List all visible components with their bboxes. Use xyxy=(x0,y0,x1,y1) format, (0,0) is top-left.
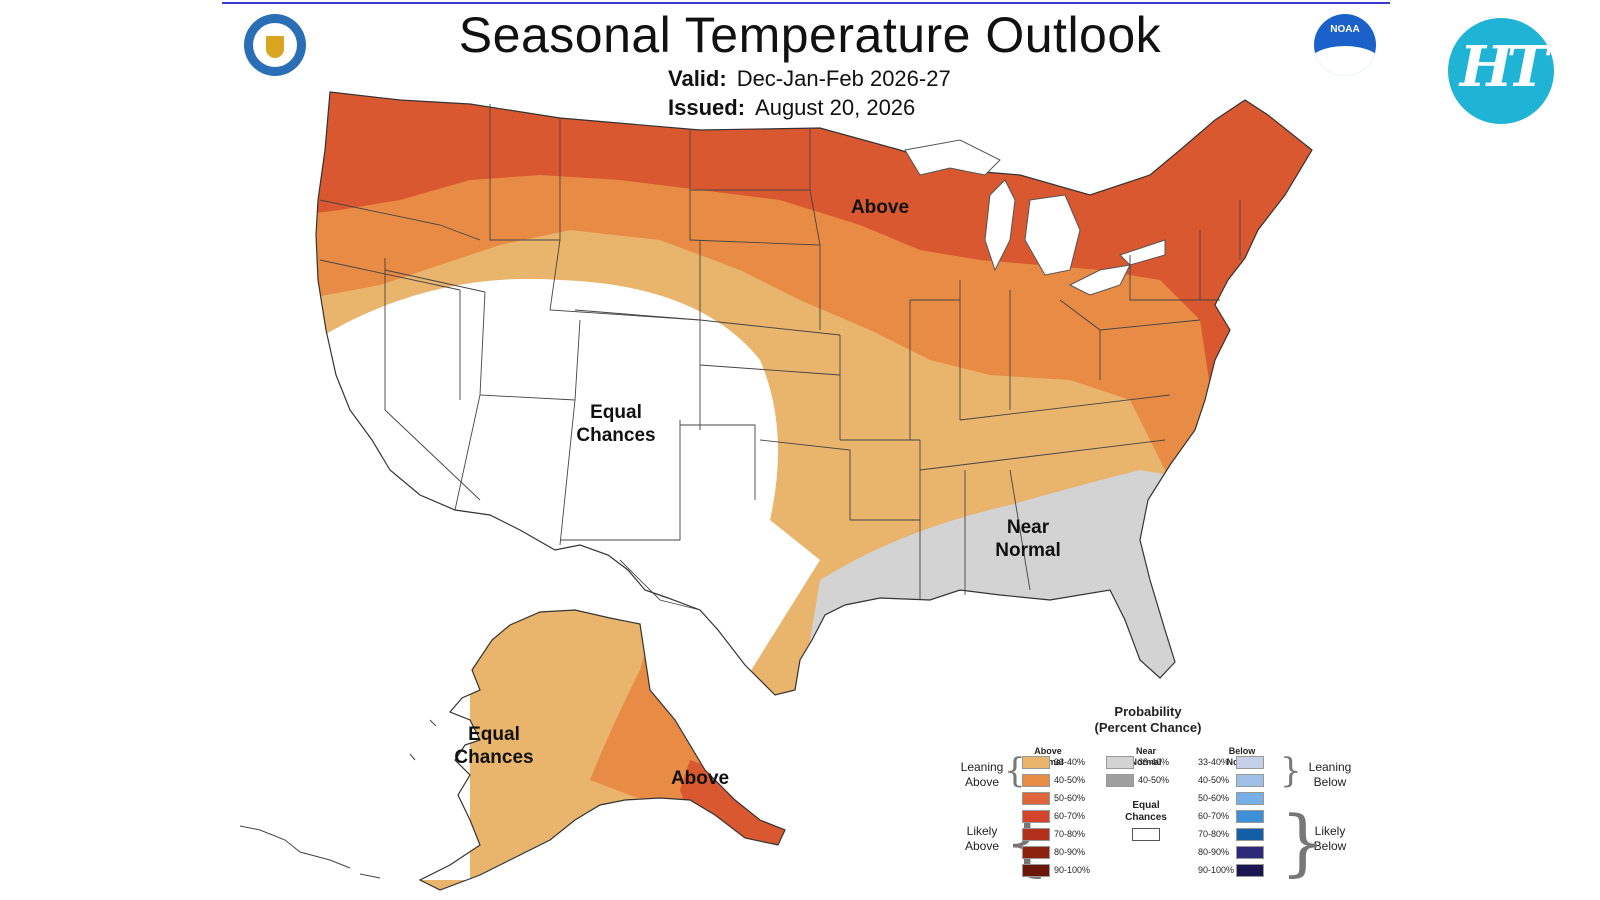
legend-range-above-4: 70-80% xyxy=(1054,829,1086,839)
legend-title: Probability (Percent Chance) xyxy=(1068,704,1228,736)
legend-range-below-1: 40-50% xyxy=(1198,775,1230,785)
legend-range-above-2: 50-60% xyxy=(1054,793,1086,803)
legend-swatch-near-1 xyxy=(1106,774,1134,787)
legend-range-above-6: 90-100% xyxy=(1054,865,1091,875)
noaa-logo-icon: NOAA xyxy=(1314,14,1376,76)
legend-swatch-near-0 xyxy=(1106,756,1134,769)
legend-range-above-1: 40-50% xyxy=(1054,775,1086,785)
legend-range-below-6: 90-100% xyxy=(1198,865,1235,875)
issued-value: August 20, 2026 xyxy=(755,95,916,120)
legend-leaning-above: Leaning Above xyxy=(960,760,1004,789)
legend-title-line1: Probability xyxy=(1114,704,1182,719)
label-near-normal-2: Normal xyxy=(995,540,1060,561)
outlook-meta: Valid: Dec-Jan-Feb 2026-27 Issued: August … xyxy=(668,64,951,122)
legend-swatch-below-0 xyxy=(1236,756,1264,769)
legend-swatch-below-2 xyxy=(1236,792,1264,805)
legend-swatch-above-6 xyxy=(1022,864,1050,877)
legend-swatch-above-5 xyxy=(1022,846,1050,859)
legend-swatch-above-2 xyxy=(1022,792,1050,805)
valid-label: Valid: xyxy=(668,66,727,91)
issued-label: Issued: xyxy=(668,95,746,120)
legend-swatch-above-3 xyxy=(1022,810,1050,823)
legend-swatch-above-0 xyxy=(1022,756,1050,769)
legend-range-near-0: 33-40% xyxy=(1138,757,1170,767)
brace-likely-below: } xyxy=(1280,800,1326,884)
label-above-conus: Above xyxy=(851,197,909,218)
legend-swatch-below-1 xyxy=(1236,774,1264,787)
legend-swatch-below-3 xyxy=(1236,810,1264,823)
label-equal-conus-1: Equal xyxy=(590,402,642,423)
legend-title-line2: (Percent Chance) xyxy=(1094,720,1202,735)
brace-leaning-below: } xyxy=(1280,751,1302,791)
label-equal-conus-2: Chances xyxy=(576,425,655,446)
legend-range-below-0: 33-40% xyxy=(1198,757,1230,767)
legend-swatch-above-1 xyxy=(1022,774,1050,787)
probability-legend: Probability (Percent Chance) AboveNormal… xyxy=(960,704,1360,900)
legend-range-above-3: 60-70% xyxy=(1054,811,1086,821)
ht-logo-text: HT xyxy=(1459,34,1549,100)
label-equal-alaska-1: Equal xyxy=(468,724,520,745)
legend-swatch-above-4 xyxy=(1022,828,1050,841)
legend-likely-below: Likely Below xyxy=(1313,824,1347,853)
equal-chances-swatch xyxy=(1132,828,1160,841)
legend-head-near: Near Normal xyxy=(1130,746,1162,767)
label-near-normal-1: Near xyxy=(1007,517,1050,538)
legend-range-near-1: 40-50% xyxy=(1138,775,1170,785)
noaa-logo-text: NOAA xyxy=(1330,24,1360,35)
label-above-alaska: Above xyxy=(671,768,729,789)
legend-swatch-below-6 xyxy=(1236,864,1264,877)
legend-swatch-below-5 xyxy=(1236,846,1264,859)
commerce-seal-icon xyxy=(244,14,306,76)
legend-likely-above: Likely Above xyxy=(964,824,1000,853)
brace-leaning-above: { xyxy=(1004,751,1026,791)
legend-leaning-below: Leaning Below xyxy=(1308,760,1352,789)
legend-range-below-3: 60-70% xyxy=(1198,811,1230,821)
page-title: Seasonal Temperature Outlook xyxy=(458,7,1162,63)
legend-range-below-2: 50-60% xyxy=(1198,793,1230,803)
legend-range-below-5: 80-90% xyxy=(1198,847,1230,857)
top-rule xyxy=(222,2,1390,4)
label-equal-alaska-2: Chances xyxy=(454,747,533,768)
valid-value: Dec-Jan-Feb 2026-27 xyxy=(736,66,951,91)
legend-swatch-below-4 xyxy=(1236,828,1264,841)
legend-range-below-4: 70-80% xyxy=(1198,829,1230,839)
legend-range-above-0: 33-40% xyxy=(1054,757,1086,767)
legend-range-above-5: 80-90% xyxy=(1054,847,1086,857)
ht-logo: HT xyxy=(1448,18,1554,124)
legend-equal-chances: Equal Chances xyxy=(1125,800,1167,823)
